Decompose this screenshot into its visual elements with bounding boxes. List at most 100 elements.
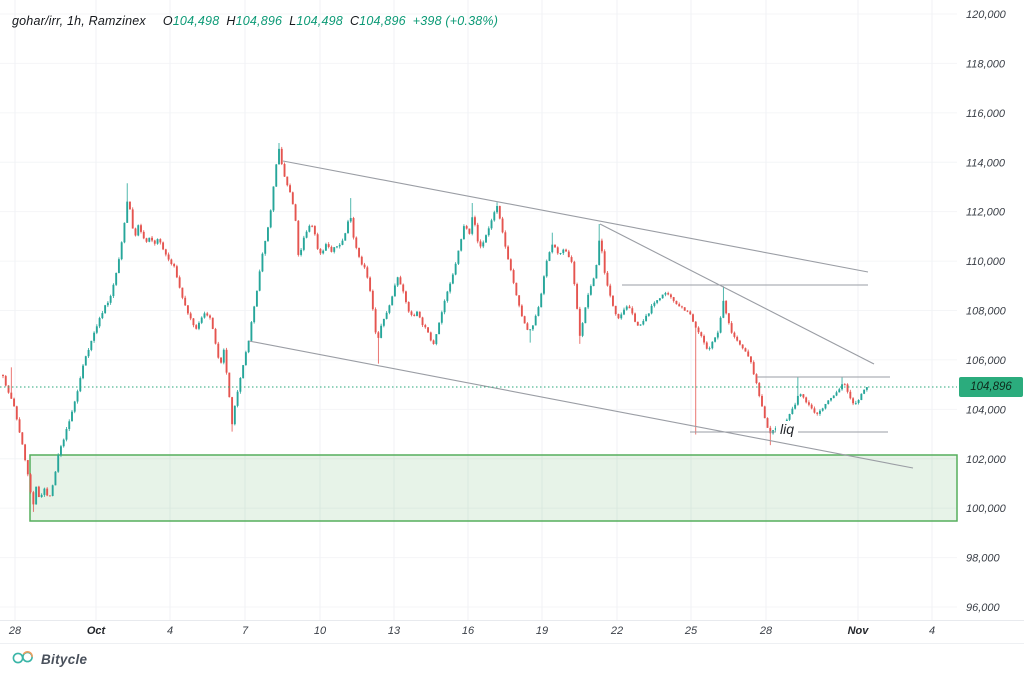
candle bbox=[639, 324, 642, 326]
candle bbox=[380, 323, 383, 339]
candle bbox=[15, 405, 18, 421]
x-axis-label: 4 bbox=[929, 625, 935, 637]
candle bbox=[796, 376, 799, 406]
candle bbox=[60, 444, 62, 458]
candle bbox=[186, 305, 189, 315]
candle bbox=[222, 348, 225, 365]
candle bbox=[391, 295, 394, 306]
candle bbox=[410, 310, 413, 317]
candle bbox=[634, 312, 636, 323]
candle bbox=[319, 248, 322, 256]
candle bbox=[21, 432, 24, 445]
candle bbox=[835, 390, 838, 397]
close-value: 104,896 bbox=[359, 14, 406, 28]
candles[interactable] bbox=[2, 142, 868, 512]
candle bbox=[371, 289, 374, 311]
candle bbox=[733, 331, 736, 339]
candle bbox=[578, 306, 581, 344]
y-axis[interactable]: 120,000 118,000 116,000 114,000 112,000 110,0… bbox=[966, 9, 1007, 614]
candle bbox=[416, 310, 418, 317]
candle bbox=[244, 350, 247, 366]
candle bbox=[852, 397, 855, 406]
candle bbox=[206, 311, 209, 317]
candle bbox=[647, 313, 650, 317]
candle bbox=[661, 294, 664, 299]
candle bbox=[123, 222, 126, 244]
candle bbox=[609, 283, 612, 298]
candle bbox=[438, 322, 441, 335]
candle bbox=[115, 272, 118, 287]
candle bbox=[129, 201, 131, 210]
candle bbox=[694, 321, 697, 435]
candle bbox=[507, 245, 510, 260]
trend-lines[interactable] bbox=[248, 160, 914, 469]
candle bbox=[264, 240, 267, 256]
candle bbox=[327, 242, 330, 249]
candle bbox=[656, 300, 659, 305]
candle bbox=[43, 487, 46, 497]
x-axis-label: Nov bbox=[848, 625, 870, 637]
candle bbox=[664, 291, 667, 297]
candle bbox=[799, 393, 802, 398]
candle bbox=[228, 372, 231, 398]
liq-label[interactable]: liq bbox=[776, 421, 799, 438]
candle bbox=[424, 323, 427, 329]
y-axis-label: 118,000 bbox=[966, 58, 1006, 70]
candle bbox=[302, 235, 305, 252]
candle bbox=[763, 405, 766, 419]
candle bbox=[741, 344, 744, 350]
candle bbox=[485, 234, 487, 243]
candle bbox=[589, 284, 592, 296]
candle bbox=[13, 397, 15, 407]
candle bbox=[90, 340, 93, 352]
candle bbox=[255, 290, 258, 307]
candle bbox=[341, 238, 344, 246]
candle bbox=[159, 238, 162, 245]
candle bbox=[625, 305, 628, 311]
demand-zone-rect[interactable] bbox=[29, 454, 958, 522]
horizontal-levels[interactable] bbox=[622, 284, 890, 433]
high-label: H bbox=[226, 14, 236, 28]
trendline[interactable] bbox=[248, 340, 914, 469]
candle bbox=[487, 226, 490, 237]
candle bbox=[496, 202, 498, 214]
supply-zone[interactable] bbox=[29, 454, 958, 522]
x-axis-label: 13 bbox=[388, 625, 401, 637]
candle bbox=[802, 393, 805, 399]
x-axis[interactable]: 28 Oct 4 7 10 13 16 19 22 25 28 Nov 4 bbox=[8, 625, 935, 637]
candle bbox=[57, 453, 60, 473]
candle bbox=[151, 236, 153, 243]
trendline[interactable] bbox=[282, 160, 869, 273]
candle bbox=[140, 223, 142, 234]
candle bbox=[769, 425, 772, 446]
candle bbox=[628, 304, 631, 309]
candle bbox=[730, 321, 733, 334]
x-axis-label: 25 bbox=[684, 625, 698, 637]
candle bbox=[347, 219, 349, 234]
candle bbox=[805, 396, 808, 404]
candle bbox=[490, 218, 493, 230]
candle bbox=[104, 304, 107, 314]
candle bbox=[667, 291, 670, 296]
candle bbox=[291, 191, 294, 205]
candle bbox=[46, 487, 49, 497]
symbol-legend: gohar/irr, 1h, Ramzinex O104,498 H104,896 L… bbox=[12, 14, 498, 28]
candle bbox=[722, 286, 725, 319]
candle bbox=[598, 224, 601, 266]
candle bbox=[462, 224, 465, 240]
candle bbox=[261, 252, 264, 273]
x-axis-label: 28 bbox=[8, 625, 22, 637]
candle bbox=[520, 304, 523, 317]
candle bbox=[725, 300, 728, 315]
x-axis-label: 4 bbox=[167, 625, 173, 637]
candle bbox=[446, 290, 449, 303]
candle bbox=[813, 406, 816, 414]
candle bbox=[744, 347, 747, 352]
candle bbox=[192, 317, 195, 328]
candle bbox=[407, 301, 410, 313]
candle bbox=[653, 301, 656, 308]
candle bbox=[267, 226, 269, 243]
trendline[interactable] bbox=[599, 223, 875, 365]
candle bbox=[669, 293, 672, 299]
